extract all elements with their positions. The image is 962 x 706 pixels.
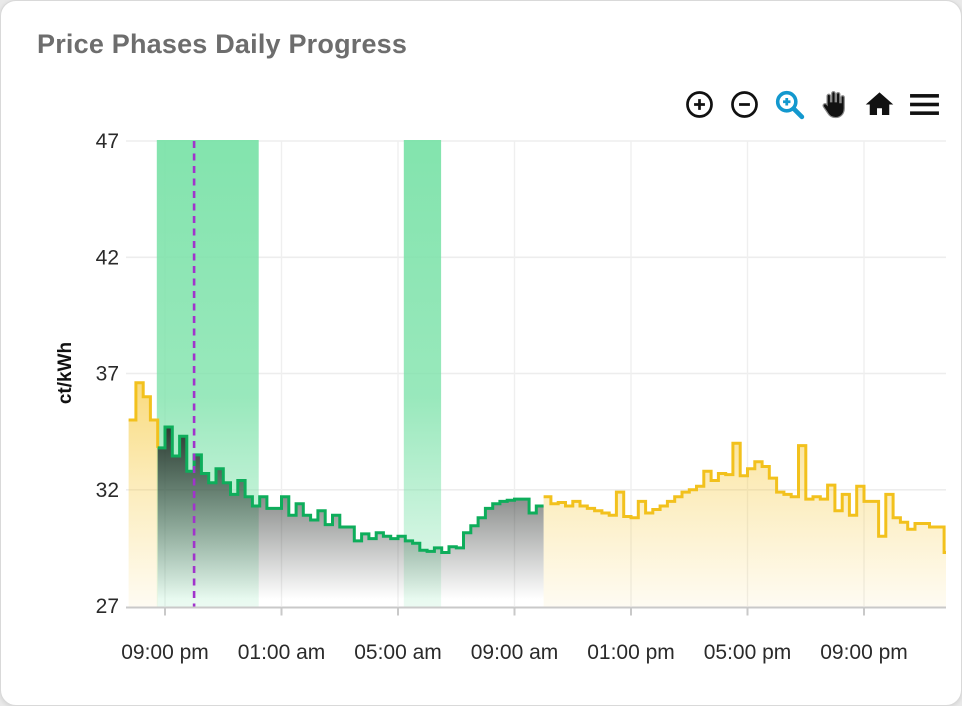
plot-area[interactable]: [128, 140, 952, 608]
x-tick-label: 09:00 pm: [121, 641, 209, 664]
price-daytime-line: [543, 441, 946, 554]
chart-title: Price Phases Daily Progress: [37, 29, 408, 59]
price-daytime-fill: [543, 443, 946, 607]
y-tick-label: 37: [96, 363, 119, 386]
menu-button[interactable]: [907, 87, 941, 121]
price-cheap-phase-fill: [157, 427, 544, 607]
x-tick-label: 05:00 am: [354, 641, 442, 664]
price-evening-start-fill: [128, 382, 158, 607]
y-tick-label: 32: [96, 479, 119, 502]
zoom-out-button[interactable]: [727, 87, 761, 121]
x-tick-label: 09:00 am: [471, 641, 559, 664]
x-tick-label: 01:00 am: [238, 641, 326, 664]
price-evening-start-line: [128, 381, 160, 448]
reset-axes-button[interactable]: [862, 87, 896, 121]
pan-button[interactable]: [817, 87, 851, 121]
x-tick-label: 01:00 pm: [587, 641, 675, 664]
y-tick-label: 42: [96, 246, 119, 269]
box-zoom-button[interactable]: [772, 87, 806, 121]
price-cheap-phase-line: [157, 425, 544, 554]
cheap-phase-band: [403, 140, 442, 608]
y-tick-label: 27: [96, 595, 119, 618]
zoom-in-icon: [685, 90, 713, 118]
box-zoom-magnifier-icon: [775, 90, 804, 119]
zoom-out-icon: [730, 90, 758, 118]
x-tick-label: 05:00 pm: [704, 641, 792, 664]
chart-modebar: [682, 86, 941, 122]
pan-hand-icon: [821, 90, 845, 118]
home-icon: [865, 91, 893, 115]
x-tick-label: 09:00 pm: [820, 641, 908, 664]
zoom-in-button[interactable]: [682, 87, 716, 121]
y-tick-label: 47: [96, 130, 119, 153]
hamburger-menu-icon: [909, 93, 939, 115]
axes: 27 32 37 42 47 09:00 pm 01:00 am 05:00 am 09:00 …: [96, 130, 946, 664]
